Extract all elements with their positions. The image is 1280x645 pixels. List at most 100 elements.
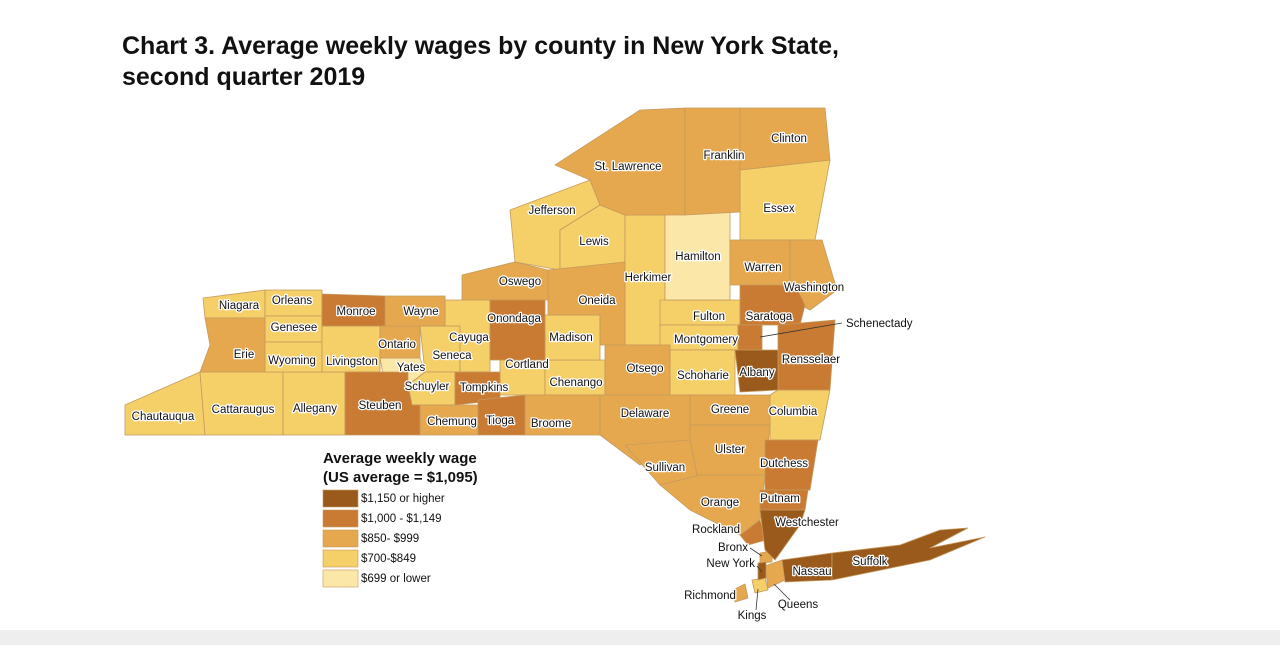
county-shape (547, 261, 626, 346)
legend-label: $699 or lower (361, 573, 431, 585)
county-shape (737, 324, 763, 351)
county-label: Herkimer (625, 272, 672, 284)
county-shape (321, 293, 386, 327)
counties (124, 107, 986, 603)
county-label: Chautauqua (132, 411, 195, 423)
county-label: Oneida (578, 295, 616, 307)
county-label: Nassau (793, 566, 832, 578)
county-label: Madison (549, 332, 592, 344)
legend-swatch (322, 529, 359, 548)
county-label: Seneca (432, 350, 472, 362)
county-label: Hamilton (675, 251, 720, 263)
title-line: Chart 3. Average weekly wages by county … (122, 32, 839, 60)
county-label: Franklin (704, 150, 745, 162)
county-label: New York (706, 558, 755, 570)
county (739, 284, 806, 326)
county-shape (759, 509, 806, 561)
county-label: Cattaraugus (212, 404, 275, 416)
county (751, 577, 769, 594)
county-shape (739, 159, 831, 241)
legend-title: Average weekly wage (323, 450, 477, 467)
county-shape (739, 107, 831, 171)
county-label: Warren (744, 262, 781, 274)
leader-line (756, 565, 763, 573)
title-line: second quarter 2019 (122, 63, 365, 91)
legend-label: $1,150 or higher (361, 493, 445, 505)
county-label: Orange (701, 497, 739, 509)
county-shape (751, 577, 769, 594)
county (757, 561, 767, 581)
county-label: Saratoga (746, 311, 793, 323)
county-label: Albany (739, 367, 774, 379)
county-shape (199, 317, 266, 373)
legend-label: $1,000 - $1,149 (361, 513, 442, 525)
county (477, 394, 526, 436)
county-label: Washington (784, 282, 844, 294)
legend-swatch (322, 549, 359, 568)
county-label: St. Lawrence (594, 161, 661, 173)
leader-line (755, 588, 759, 611)
county-label: Yates (397, 362, 426, 374)
county (344, 371, 421, 436)
county (321, 293, 386, 327)
county-shape (764, 559, 786, 589)
county-label: Clinton (771, 133, 807, 145)
county-label: Schenectady (846, 318, 913, 330)
county-label: Sullivan (645, 462, 685, 474)
county-shape (739, 284, 806, 326)
county (732, 583, 749, 603)
leader-line (773, 583, 791, 601)
county-shape (477, 394, 526, 436)
county (831, 527, 986, 581)
county-label: Suffolk (853, 556, 888, 568)
county-label: Kings (738, 610, 767, 622)
legend-swatch (322, 569, 359, 588)
county-label: Schoharie (677, 370, 729, 382)
county-label: Greene (711, 404, 749, 416)
legend-label: $850- $999 (361, 533, 419, 545)
county-shape (734, 349, 779, 393)
county-label: Livingston (326, 356, 378, 368)
county (124, 371, 206, 436)
leader-line (759, 322, 843, 338)
county-label: Otsego (626, 363, 663, 375)
county-shape (732, 583, 749, 603)
county-label: Niagara (219, 300, 260, 312)
county-label: Erie (234, 349, 254, 361)
county-label: Ulster (715, 444, 745, 456)
county-label: Tompkins (460, 382, 509, 394)
county (547, 261, 626, 346)
county-label: Lewis (579, 236, 609, 248)
county-label: Essex (763, 203, 795, 215)
legend: Average weekly wage (US average = $1,095… (322, 450, 478, 588)
county-label: Steuben (359, 400, 402, 412)
county-label: Bronx (718, 542, 748, 554)
county-label: Oswego (499, 276, 541, 288)
county-label: Broome (531, 418, 571, 430)
county-shape (489, 299, 546, 361)
county-label: Genesee (271, 322, 318, 334)
county-label: Ontario (378, 339, 416, 351)
county (684, 107, 741, 216)
county-label: Dutchess (760, 458, 808, 470)
county (759, 509, 806, 561)
county-shape (554, 107, 686, 216)
county-label: Cayuga (449, 332, 489, 344)
county (739, 159, 831, 241)
county-label: Jefferson (528, 205, 575, 217)
county-label: Cortland (505, 359, 548, 371)
county (737, 324, 763, 351)
county-label: Schuyler (405, 381, 450, 393)
county-label: Allegany (293, 403, 337, 415)
county-label: Onondaga (487, 313, 541, 325)
leader-lines (749, 322, 843, 611)
county-label: Chenango (549, 377, 602, 389)
legend-title: (US average = $1,095) (323, 469, 478, 486)
county-label: Columbia (769, 406, 818, 418)
county-shape (124, 371, 206, 436)
county-shape (764, 439, 819, 491)
county-label: Putnam (760, 493, 800, 505)
county (489, 299, 546, 361)
